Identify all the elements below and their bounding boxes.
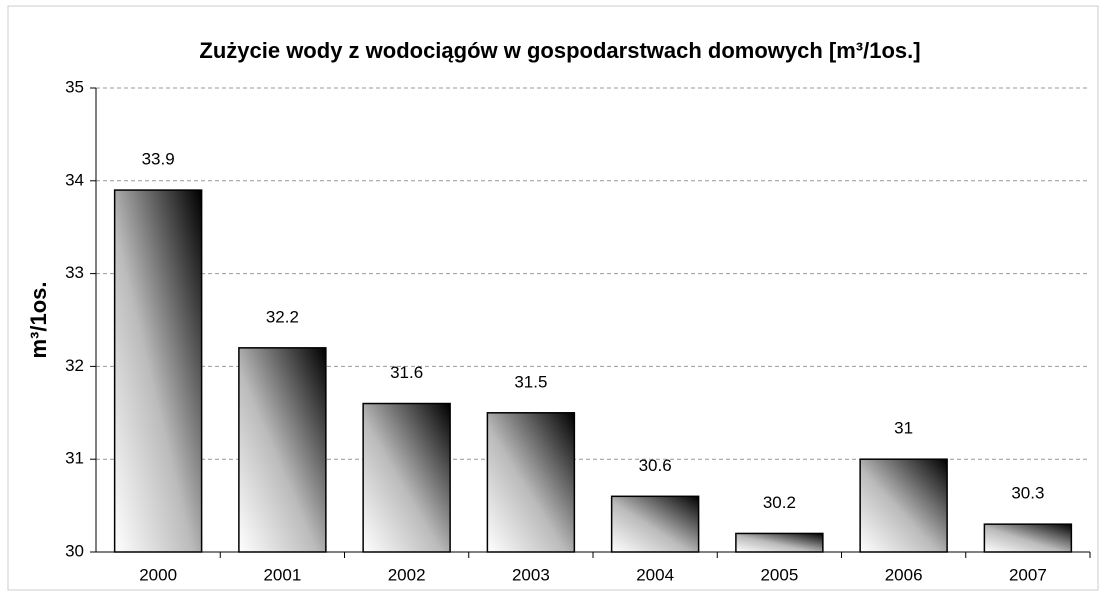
x-tick-label: 2007 [1009,565,1047,584]
x-tick-label: 2006 [885,565,923,584]
bar [610,495,700,553]
x-tick-label: 2003 [512,565,550,584]
data-label: 33.9 [142,150,175,169]
bar [238,347,327,553]
data-label: 31.6 [390,363,423,382]
bar [362,402,451,553]
bar [113,189,203,553]
data-label: 32.2 [266,307,299,326]
bar [983,523,1073,553]
data-label: 30.3 [1011,484,1044,503]
y-tick-label: 34 [65,170,84,189]
data-label: 30.6 [639,456,672,475]
data-label: 30.2 [763,493,796,512]
x-tick-label: 2000 [139,565,177,584]
x-tick-label: 2004 [636,565,674,584]
x-tick-label: 2001 [263,565,301,584]
data-label: 31.5 [514,372,547,391]
y-tick-label: 32 [65,356,84,375]
bar [486,412,576,553]
chart-title: Zużycie wody z wodociągów w gospodarstwa… [199,38,920,63]
y-axis-label: m³/1os. [26,281,51,358]
x-tick-label: 2005 [760,565,798,584]
x-tick-label: 2002 [388,565,426,584]
bar [735,532,824,553]
y-tick-label: 35 [65,77,84,96]
y-tick-label: 30 [65,541,84,560]
chart-border [7,5,1099,591]
data-label: 31 [894,419,913,438]
y-tick-label: 31 [65,449,84,468]
bar [859,458,948,553]
y-tick-label: 33 [65,263,84,282]
